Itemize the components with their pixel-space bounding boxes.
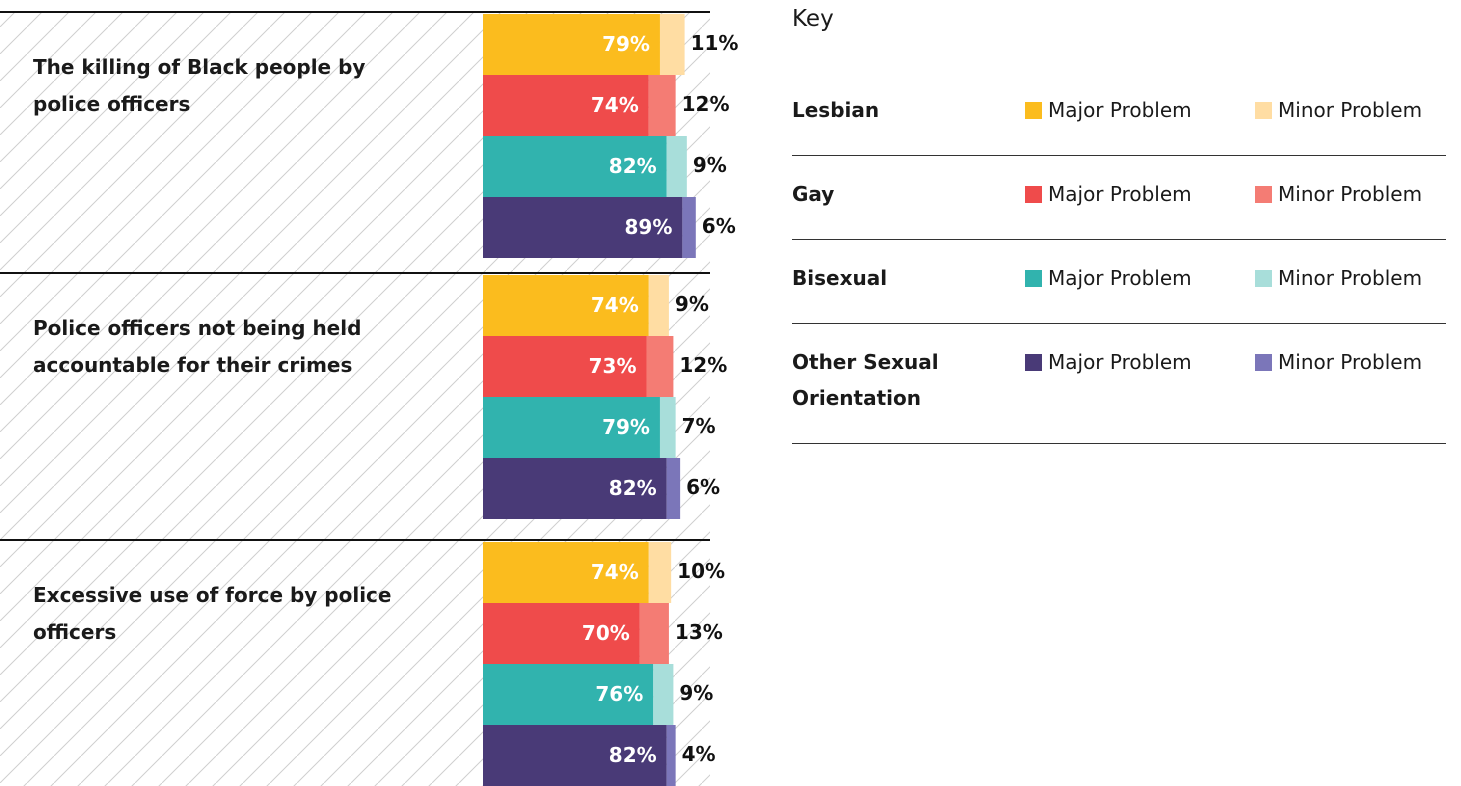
value-label: 70%	[582, 621, 630, 645]
legend-label: Major Problem	[1048, 350, 1192, 374]
bar-segment	[483, 336, 647, 397]
bar-segment	[659, 14, 685, 75]
legend-item: Minor Problem	[1255, 260, 1422, 296]
legend-row: Lesbian Major Problem Minor Problem	[792, 72, 1446, 156]
legend-item: Minor Problem	[1255, 176, 1422, 212]
bar-segment	[483, 275, 649, 336]
value-label: 82%	[609, 476, 657, 500]
value-label: 6%	[702, 214, 736, 238]
value-label: 79%	[602, 32, 650, 56]
legend: Lesbian Major Problem Minor Problem Gay Majo…	[792, 72, 1446, 444]
value-label: 9%	[693, 153, 727, 177]
bar-segment	[648, 542, 672, 603]
value-label: 76%	[595, 682, 643, 706]
bar-segment	[659, 397, 676, 458]
bar-segment	[483, 197, 683, 258]
legend-swatch	[1255, 102, 1272, 119]
legend-label: Major Problem	[1048, 182, 1192, 206]
legend-item: Minor Problem	[1255, 92, 1422, 128]
legend-label: Major Problem	[1048, 98, 1192, 122]
value-label: 9%	[679, 681, 713, 705]
legend-swatch	[1255, 270, 1272, 287]
bar-segment	[682, 197, 696, 258]
bar-segment	[653, 664, 674, 725]
bar-segment	[483, 75, 649, 136]
bar-segment	[483, 458, 667, 519]
legend-item: Major Problem	[1025, 344, 1192, 380]
bar-segment	[483, 14, 660, 75]
value-label: 82%	[609, 154, 657, 178]
legend-label: Minor Problem	[1278, 182, 1423, 206]
bar-segment	[639, 603, 669, 664]
value-label: 74%	[591, 560, 639, 584]
bar-segment	[648, 75, 676, 136]
value-label: 12%	[682, 92, 730, 116]
value-label: 7%	[682, 414, 716, 438]
legend-swatch	[1025, 102, 1042, 119]
legend-swatch	[1025, 354, 1042, 371]
legend-swatch	[1025, 186, 1042, 203]
legend-item: Major Problem	[1025, 176, 1192, 212]
value-label: 74%	[591, 93, 639, 117]
legend-title: Key	[792, 6, 834, 32]
bar-segment	[648, 275, 669, 336]
bar-segment	[483, 542, 649, 603]
bar-segment	[666, 136, 687, 197]
bar-segment	[483, 397, 660, 458]
legend-group-label: Gay	[792, 182, 835, 206]
value-label: 13%	[675, 620, 723, 644]
value-label: 9%	[675, 292, 709, 316]
legend-item: Major Problem	[1025, 260, 1192, 296]
value-label: 12%	[679, 353, 727, 377]
legend-swatch	[1255, 186, 1272, 203]
value-label: 10%	[677, 559, 725, 583]
bar-segment	[483, 664, 654, 725]
legend-row: Other Sexual Orientation Major Problem Min…	[792, 324, 1446, 444]
legend-item: Major Problem	[1025, 92, 1192, 128]
category-label: The killing of Black people by police of…	[33, 55, 366, 116]
legend-swatch	[1255, 354, 1272, 371]
value-label: 74%	[591, 293, 639, 317]
legend-label: Minor Problem	[1278, 350, 1423, 374]
category-label: Police officers not being held accountab…	[33, 316, 362, 377]
legend-swatch	[1025, 270, 1042, 287]
legend-label: Minor Problem	[1278, 98, 1423, 122]
value-label: 73%	[589, 354, 637, 378]
legend-label: Major Problem	[1048, 266, 1192, 290]
value-label: 4%	[682, 742, 716, 766]
value-label: 11%	[691, 31, 739, 55]
value-label: 6%	[686, 475, 720, 499]
legend-row: Gay Major Problem Minor Problem	[792, 156, 1446, 240]
legend-group-label: Lesbian	[792, 98, 880, 122]
bar-segment	[483, 603, 640, 664]
bar-segment	[483, 136, 667, 197]
legend-label: Minor Problem	[1278, 266, 1423, 290]
bar-segment	[666, 458, 681, 519]
legend-row: Bisexual Major Problem Minor Problem	[792, 240, 1446, 324]
category-label: Excessive use of force by police officer…	[33, 583, 392, 644]
value-label: 89%	[624, 215, 672, 239]
value-label: 82%	[609, 743, 657, 767]
bar-segment	[646, 336, 674, 397]
legend-group-label: Other Sexual Orientation	[792, 350, 939, 410]
value-label: 79%	[602, 415, 650, 439]
bar-segment	[666, 725, 676, 786]
bar-segment	[483, 725, 667, 786]
legend-item: Minor Problem	[1255, 344, 1422, 380]
legend-group-label: Bisexual	[792, 266, 888, 290]
